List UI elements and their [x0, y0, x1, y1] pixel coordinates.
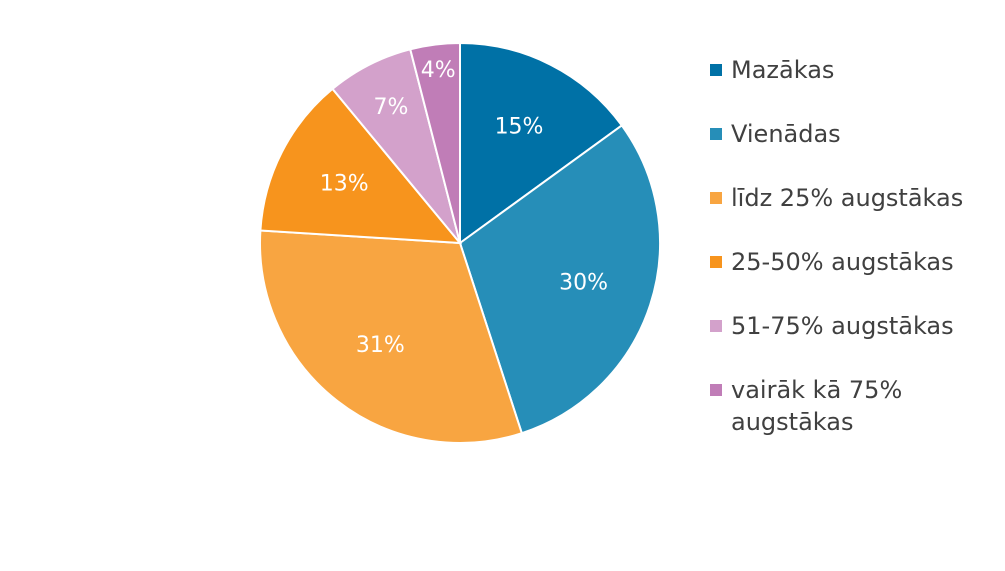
pie-data-label-3: 31%: [356, 333, 405, 358]
legend-label-6: vairāk kā 75% augstākas: [731, 376, 902, 436]
legend-label-2: Vienādas: [731, 120, 841, 148]
legend: Mazākas Vienādas līdz 25% augstākas 25-50% …: [710, 56, 963, 436]
legend-label-4: 25-50% augstākas: [731, 248, 954, 276]
legend-swatch-6: [710, 384, 722, 396]
legend-swatch-1: [710, 64, 722, 76]
legend-label-1: Mazākas: [731, 56, 834, 84]
legend-label-5: 51-75% augstākas: [731, 312, 954, 340]
legend-label-3: līdz 25% augstākas: [731, 184, 963, 212]
pie-data-label-6: 4%: [421, 58, 456, 83]
legend-swatch-5: [710, 320, 722, 332]
pie-data-labels: 15% 30% 31% 13% 7% 4%: [320, 58, 608, 358]
pie-slice-6: [409, 41, 461, 244]
pie-slice-4: [259, 87, 463, 245]
pie-data-label-1: 15%: [495, 115, 544, 140]
pie-data-label-5: 7%: [374, 95, 409, 120]
legend-swatch-3: [710, 192, 722, 204]
legend-swatch-2: [710, 128, 722, 140]
pie-data-label-4: 13%: [320, 171, 369, 196]
pie-slice-3: [259, 229, 524, 444]
pie-slice-2: [458, 124, 661, 435]
pie-slice-1: [459, 41, 624, 245]
pie-data-label-2: 30%: [559, 271, 608, 296]
pie-slices: [259, 41, 661, 444]
legend-swatch-4: [710, 256, 722, 268]
